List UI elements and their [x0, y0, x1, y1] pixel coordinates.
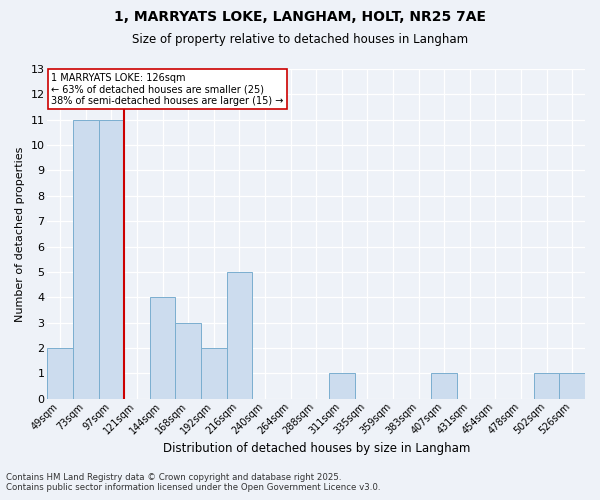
Text: 1, MARRYATS LOKE, LANGHAM, HOLT, NR25 7AE: 1, MARRYATS LOKE, LANGHAM, HOLT, NR25 7A… — [114, 10, 486, 24]
Text: Contains HM Land Registry data © Crown copyright and database right 2025.
Contai: Contains HM Land Registry data © Crown c… — [6, 473, 380, 492]
Text: 1 MARRYATS LOKE: 126sqm
← 63% of detached houses are smaller (25)
38% of semi-de: 1 MARRYATS LOKE: 126sqm ← 63% of detache… — [51, 73, 284, 106]
Bar — [73, 120, 98, 399]
Bar — [47, 348, 73, 399]
Bar — [559, 374, 585, 399]
Text: Size of property relative to detached houses in Langham: Size of property relative to detached ho… — [132, 32, 468, 46]
Bar — [227, 272, 252, 399]
Bar — [329, 374, 355, 399]
Y-axis label: Number of detached properties: Number of detached properties — [15, 146, 25, 322]
Bar — [98, 120, 124, 399]
Bar — [175, 322, 201, 399]
Bar — [431, 374, 457, 399]
Bar — [150, 298, 175, 399]
X-axis label: Distribution of detached houses by size in Langham: Distribution of detached houses by size … — [163, 442, 470, 455]
Bar — [201, 348, 227, 399]
Bar — [534, 374, 559, 399]
